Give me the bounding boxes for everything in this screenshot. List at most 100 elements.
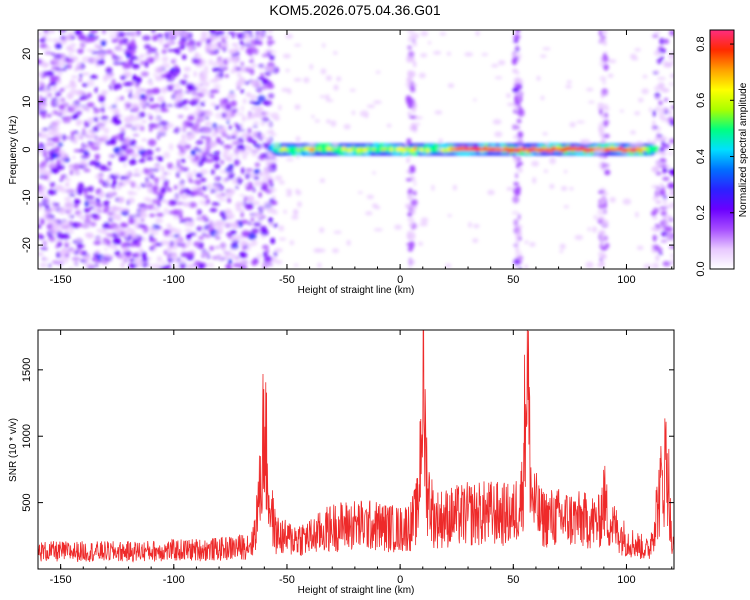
noise-blob [659,157,667,162]
faint-noise [242,98,247,104]
noise-blob [155,67,165,71]
faint-noise [147,257,152,261]
faint-noise [447,214,452,218]
noise-blob [39,262,48,268]
stripe-blob [602,133,610,139]
noise-blob [213,151,217,156]
x-tick-label: 50 [507,274,519,286]
faint-noise [560,186,568,191]
faint-noise [273,144,279,148]
stripe-blob [601,88,609,97]
faint-noise [176,166,181,171]
noise-blob [650,226,659,231]
stripe-blob [409,126,414,131]
faint-noise [433,50,442,55]
noise-blob [152,177,160,181]
faint-noise [147,264,155,268]
noise-blob [252,48,259,55]
noise-blob [202,127,211,134]
faint-noise [257,212,263,219]
noise-blob [653,85,662,92]
noise-blob [181,242,186,248]
x-tick-label: 100 [617,274,635,286]
noise-blob [223,215,227,219]
noise-blob [215,112,223,119]
noise-blob [100,40,107,46]
stripe-blob [602,103,609,110]
faint-noise [545,141,550,147]
noise-blob [66,106,75,113]
noise-blob [270,200,278,206]
noise-blob [127,45,132,50]
noise-blob [147,186,152,194]
faint-noise [44,46,52,51]
noise-blob [184,167,189,171]
noise-blob [38,109,47,116]
faint-noise [366,104,376,109]
noise-blob [58,104,65,110]
noise-blob [262,244,269,250]
noise-blob [151,123,160,129]
faint-noise [601,219,609,225]
faint-noise [643,263,652,269]
noise-blob [140,54,148,57]
noise-blob [265,137,272,142]
stripe-blob [513,34,521,40]
noise-blob [87,185,94,193]
noise-blob [224,254,229,261]
noise-blob [658,100,663,106]
noise-blob [193,83,202,88]
noise-blob [265,174,273,181]
noise-blob [161,185,170,189]
faint-noise [161,86,168,93]
noise-blob [141,138,148,142]
noise-blob [209,79,219,83]
noise-blob [93,240,102,245]
stripe-blob [515,228,521,234]
noise-blob [656,58,663,65]
noise-blob [194,120,201,126]
faint-noise [278,225,285,232]
noise-blob [79,41,86,49]
noise-blob [660,210,667,216]
faint-noise [333,230,342,234]
noise-blob [207,43,214,47]
faint-noise [154,108,161,113]
noise-blob [77,188,83,195]
noise-blob [200,178,206,182]
faint-noise [419,222,428,227]
faint-noise [336,76,342,82]
stripe-blob [601,191,609,196]
noise-blob [133,168,140,173]
noise-blob [51,260,60,265]
faint-noise [506,93,511,99]
noise-blob [132,74,137,81]
faint-noise [325,75,332,81]
noise-blob [166,188,173,192]
noise-blob [665,225,673,233]
noise-blob [145,177,149,183]
faint-noise [76,212,80,218]
faint-noise [281,87,290,92]
noise-blob [237,77,247,85]
noise-blob [78,78,83,82]
noise-blob [660,230,668,237]
faint-noise [173,228,182,234]
noise-blob [199,200,204,205]
y-tick-label: 0 [21,146,33,152]
noise-blob [669,73,674,79]
noise-blob [177,46,186,50]
noise-blob [79,95,89,100]
noise-blob [141,263,148,268]
faint-noise [133,58,142,62]
noise-blob [77,62,81,67]
faint-noise [439,32,447,36]
faint-noise [289,240,295,246]
noise-blob [91,74,96,80]
noise-blob [662,261,671,267]
noise-blob [273,251,278,257]
y-tick-label: 500 [21,493,33,511]
noise-blob [124,123,134,128]
noise-blob [191,98,201,102]
faint-noise [114,226,124,232]
